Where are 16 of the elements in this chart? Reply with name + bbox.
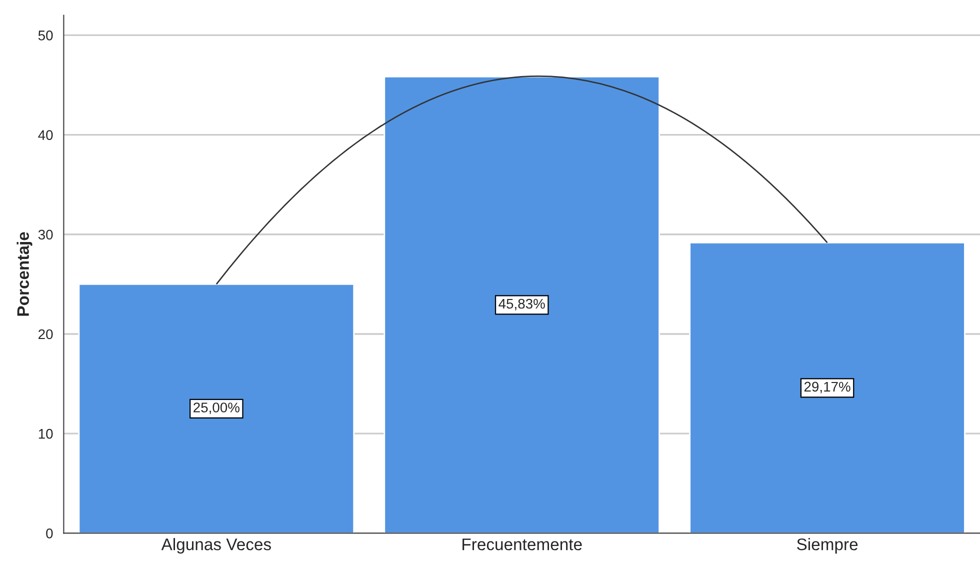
x-tick-label: Siempre [797,538,858,554]
x-tick-label: Algunas Veces [161,538,271,554]
x-tick-label: Frecuentemente [462,538,582,550]
data-label: 25,00% [194,402,240,414]
y-tick-label: 30 [38,230,53,240]
bar [689,242,966,534]
bar [78,283,355,534]
y-axis-title: Porcentaje [16,232,32,316]
y-tick-label: 20 [38,329,53,340]
y-tick-label: 10 [38,428,53,439]
y-tick-label: 40 [38,130,53,140]
data-label: 29,17% [804,382,850,394]
data-label: 45,83% [498,298,545,310]
bar [384,76,660,534]
y-tick-label: 50 [38,30,53,40]
y-tick-label: 0 [46,528,53,538]
